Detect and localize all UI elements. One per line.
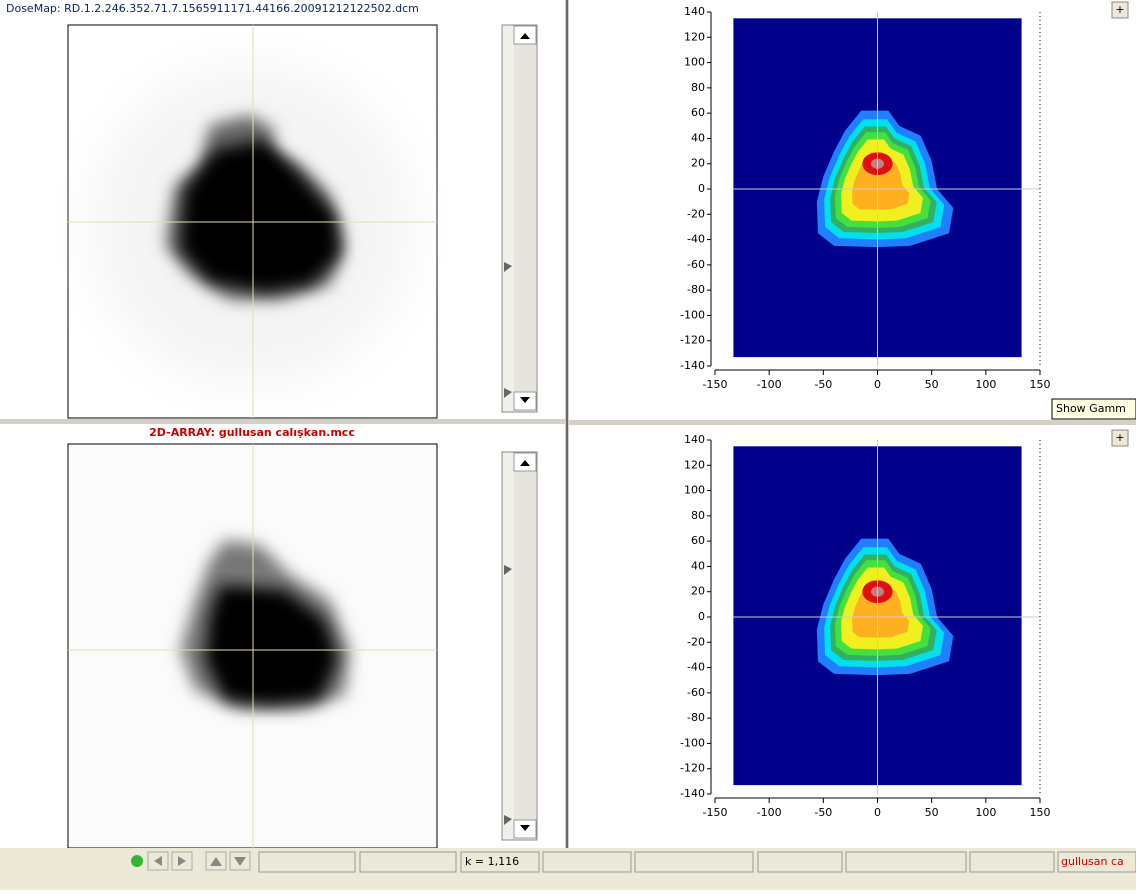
y-tick-label: 0 — [698, 610, 705, 623]
x-tick-label: 100 — [975, 378, 996, 391]
y-tick-label: -100 — [680, 736, 705, 749]
y-tick-label: 100 — [684, 56, 705, 69]
screen: DoseMap: RD.1.2.246.352.71.7.1565911171.… — [0, 0, 1136, 890]
y-tick-label: 100 — [684, 484, 705, 497]
y-tick-label: 20 — [691, 157, 705, 170]
y-tick-label: -120 — [680, 762, 705, 775]
y-tick-label: 40 — [691, 559, 705, 572]
y-tick-label: 120 — [684, 30, 705, 43]
y-tick-label: -40 — [687, 233, 705, 246]
x-tick-label: -100 — [757, 378, 782, 391]
x-tick-label: -50 — [814, 806, 832, 819]
k-field: k = 1,116 — [465, 855, 519, 868]
x-tick-label: 50 — [925, 806, 939, 819]
y-tick-label: -100 — [680, 308, 705, 321]
y-tick-label: 40 — [691, 131, 705, 144]
h-splitter-right — [569, 420, 1136, 425]
x-tick-label: 150 — [1030, 378, 1051, 391]
y-tick-label: -140 — [680, 359, 705, 372]
scrollbar[interactable] — [502, 25, 537, 412]
y-tick-label: -120 — [680, 334, 705, 347]
y-tick-label: -20 — [687, 635, 705, 648]
page: DoseMap: RD.1.2.246.352.71.7.1565911171.… — [0, 0, 1136, 890]
y-tick-label: -40 — [687, 661, 705, 674]
plus-button-label: + — [1115, 3, 1124, 16]
y-tick-label: 0 — [698, 182, 705, 195]
y-tick-label: 60 — [691, 106, 705, 119]
y-tick-label: -80 — [687, 711, 705, 724]
y-tick-label: 140 — [684, 433, 705, 446]
h-splitter-left — [0, 419, 565, 424]
y-tick-label: -140 — [680, 787, 705, 800]
x-tick-label: 0 — [874, 806, 881, 819]
y-tick-label: 80 — [691, 509, 705, 522]
x-tick-label: 50 — [925, 378, 939, 391]
y-tick-label: -80 — [687, 283, 705, 296]
status-bar — [0, 848, 1136, 890]
x-tick-label: -50 — [814, 378, 832, 391]
x-tick-label: 150 — [1030, 806, 1051, 819]
array-image — [68, 444, 437, 848]
y-tick-label: -60 — [687, 258, 705, 271]
x-tick-label: -150 — [703, 378, 728, 391]
x-tick-label: -100 — [757, 806, 782, 819]
panel-title: DoseMap: RD.1.2.246.352.71.7.1565911171.… — [6, 2, 419, 15]
plus-button-label: + — [1115, 431, 1124, 444]
y-tick-label: 140 — [684, 5, 705, 18]
x-tick-label: 100 — [975, 806, 996, 819]
y-tick-label: -20 — [687, 207, 705, 220]
tooltip: Show Gamm — [1056, 402, 1126, 415]
status-light — [131, 855, 143, 867]
x-tick-label: 0 — [874, 378, 881, 391]
scrollbar[interactable] — [502, 452, 537, 840]
y-tick-label: 20 — [691, 585, 705, 598]
file-field: gullusan ca — [1061, 855, 1124, 868]
y-tick-label: -60 — [687, 686, 705, 699]
x-tick-label: -150 — [703, 806, 728, 819]
dose-image — [68, 25, 437, 418]
y-tick-label: 80 — [691, 81, 705, 94]
panel-title: 2D-ARRAY: gullusan calışkan.mcc — [149, 426, 355, 439]
y-tick-label: 120 — [684, 458, 705, 471]
y-tick-label: 60 — [691, 534, 705, 547]
